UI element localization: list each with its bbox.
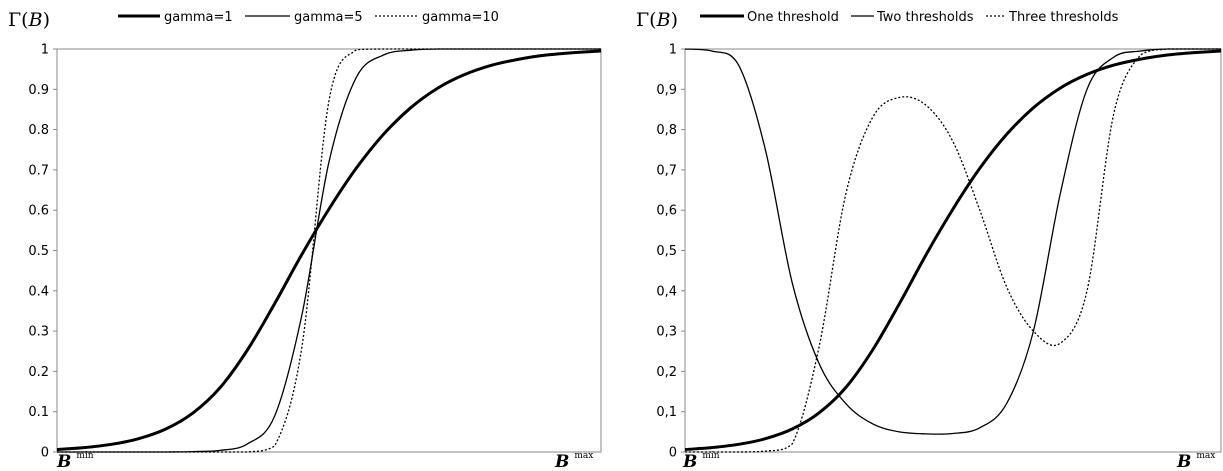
right-legend-label-3: Three thresholds: [1008, 10, 1119, 25]
left-y-tick-label: 1: [41, 43, 49, 58]
left-y-tick-label: 0.5: [28, 244, 49, 259]
right-y-tick-label: 0,1: [656, 405, 677, 420]
right-y-tick-label: 0,5: [656, 244, 677, 259]
right-series-line-1: [684, 49, 1222, 452]
left-x-end-label: B: [554, 452, 569, 471]
left-x-start-sup: min: [76, 451, 93, 461]
left-legend-label-1: gamma=1: [164, 10, 233, 25]
left-chart: Γ(B) gamma=1 gamma=5 gamma=10 00.10.20.3…: [8, 9, 602, 471]
left-y-ticks: 0 0.1 0.2 0.3 0.4 0.5 0.6 0.7 0.8 0.9 1: [28, 43, 57, 461]
right-plot-frame: [684, 48, 1222, 453]
left-y-label-prefix: Γ(: [8, 9, 29, 31]
right-y-tick-label: 0,2: [656, 365, 677, 380]
right-y-tick-label: 0,6: [656, 204, 677, 219]
left-y-tick-label: 0.7: [28, 163, 49, 178]
right-y-tick-label: 0,8: [656, 123, 677, 138]
right-legend-label-2: Two thresholds: [876, 10, 974, 25]
right-series-line-3: [685, 48, 1221, 453]
right-legend: One threshold Two thresholds Three thres…: [700, 10, 1119, 25]
right-series: [684, 48, 1222, 453]
left-y-tick-label: 0.6: [28, 204, 49, 219]
right-y-tick-label: 0,4: [656, 284, 677, 299]
left-legend: gamma=1 gamma=5 gamma=10: [118, 10, 499, 25]
left-series-line-2: [57, 48, 601, 453]
left-y-tick-label: 0.1: [28, 405, 49, 420]
right-y-tick-label: 0: [669, 446, 677, 461]
right-y-label-symbol: B: [656, 9, 671, 31]
svg-text:Γ(B): Γ(B): [8, 9, 50, 31]
left-series-line-3: [57, 48, 601, 453]
left-y-label-symbol: B: [28, 9, 43, 31]
left-y-label-suffix: ): [43, 9, 50, 31]
left-x-start-label: B: [56, 452, 71, 471]
right-x-end-sup: max: [1196, 451, 1215, 461]
right-y-ticks: 0 0,1 0,2 0,3 0,4 0,5 0,6 0,7 0,8 0,9 1: [656, 43, 685, 461]
left-y-tick-label: 0.4: [28, 284, 49, 299]
left-series-line-1: [56, 49, 602, 452]
left-y-tick-label: 0.3: [28, 325, 49, 340]
right-legend-label-1: One threshold: [747, 10, 839, 25]
right-x-start-label: B: [682, 452, 697, 471]
left-y-tick-label: 0: [41, 446, 49, 461]
right-y-tick-label: 0,9: [656, 83, 677, 98]
left-legend-label-3: gamma=10: [422, 10, 499, 25]
right-series-line-2: [684, 48, 1221, 435]
right-y-axis-label: Γ(B): [636, 9, 678, 31]
left-legend-label-2: gamma=5: [294, 10, 363, 25]
left-series: [56, 48, 602, 453]
left-x-end-sup: max: [574, 451, 593, 461]
right-x-start-sup: min: [702, 451, 719, 461]
right-y-tick-label: 1: [669, 43, 677, 58]
left-plot-frame: [56, 48, 602, 453]
left-y-tick-label: 0.2: [28, 365, 49, 380]
right-chart: Γ(B) One threshold Two thresholds Three …: [636, 9, 1222, 471]
svg-text:Γ(B): Γ(B): [636, 9, 678, 31]
right-y-tick-label: 0,7: [656, 163, 677, 178]
left-y-tick-label: 0.9: [28, 83, 49, 98]
right-y-label-prefix: Γ(: [636, 9, 657, 31]
right-x-end-label: B: [1176, 452, 1191, 471]
right-y-label-suffix: ): [671, 9, 678, 31]
left-y-axis-label: Γ(B): [8, 9, 50, 31]
right-y-tick-label: 0,3: [656, 325, 677, 340]
left-y-tick-label: 0.8: [28, 123, 49, 138]
